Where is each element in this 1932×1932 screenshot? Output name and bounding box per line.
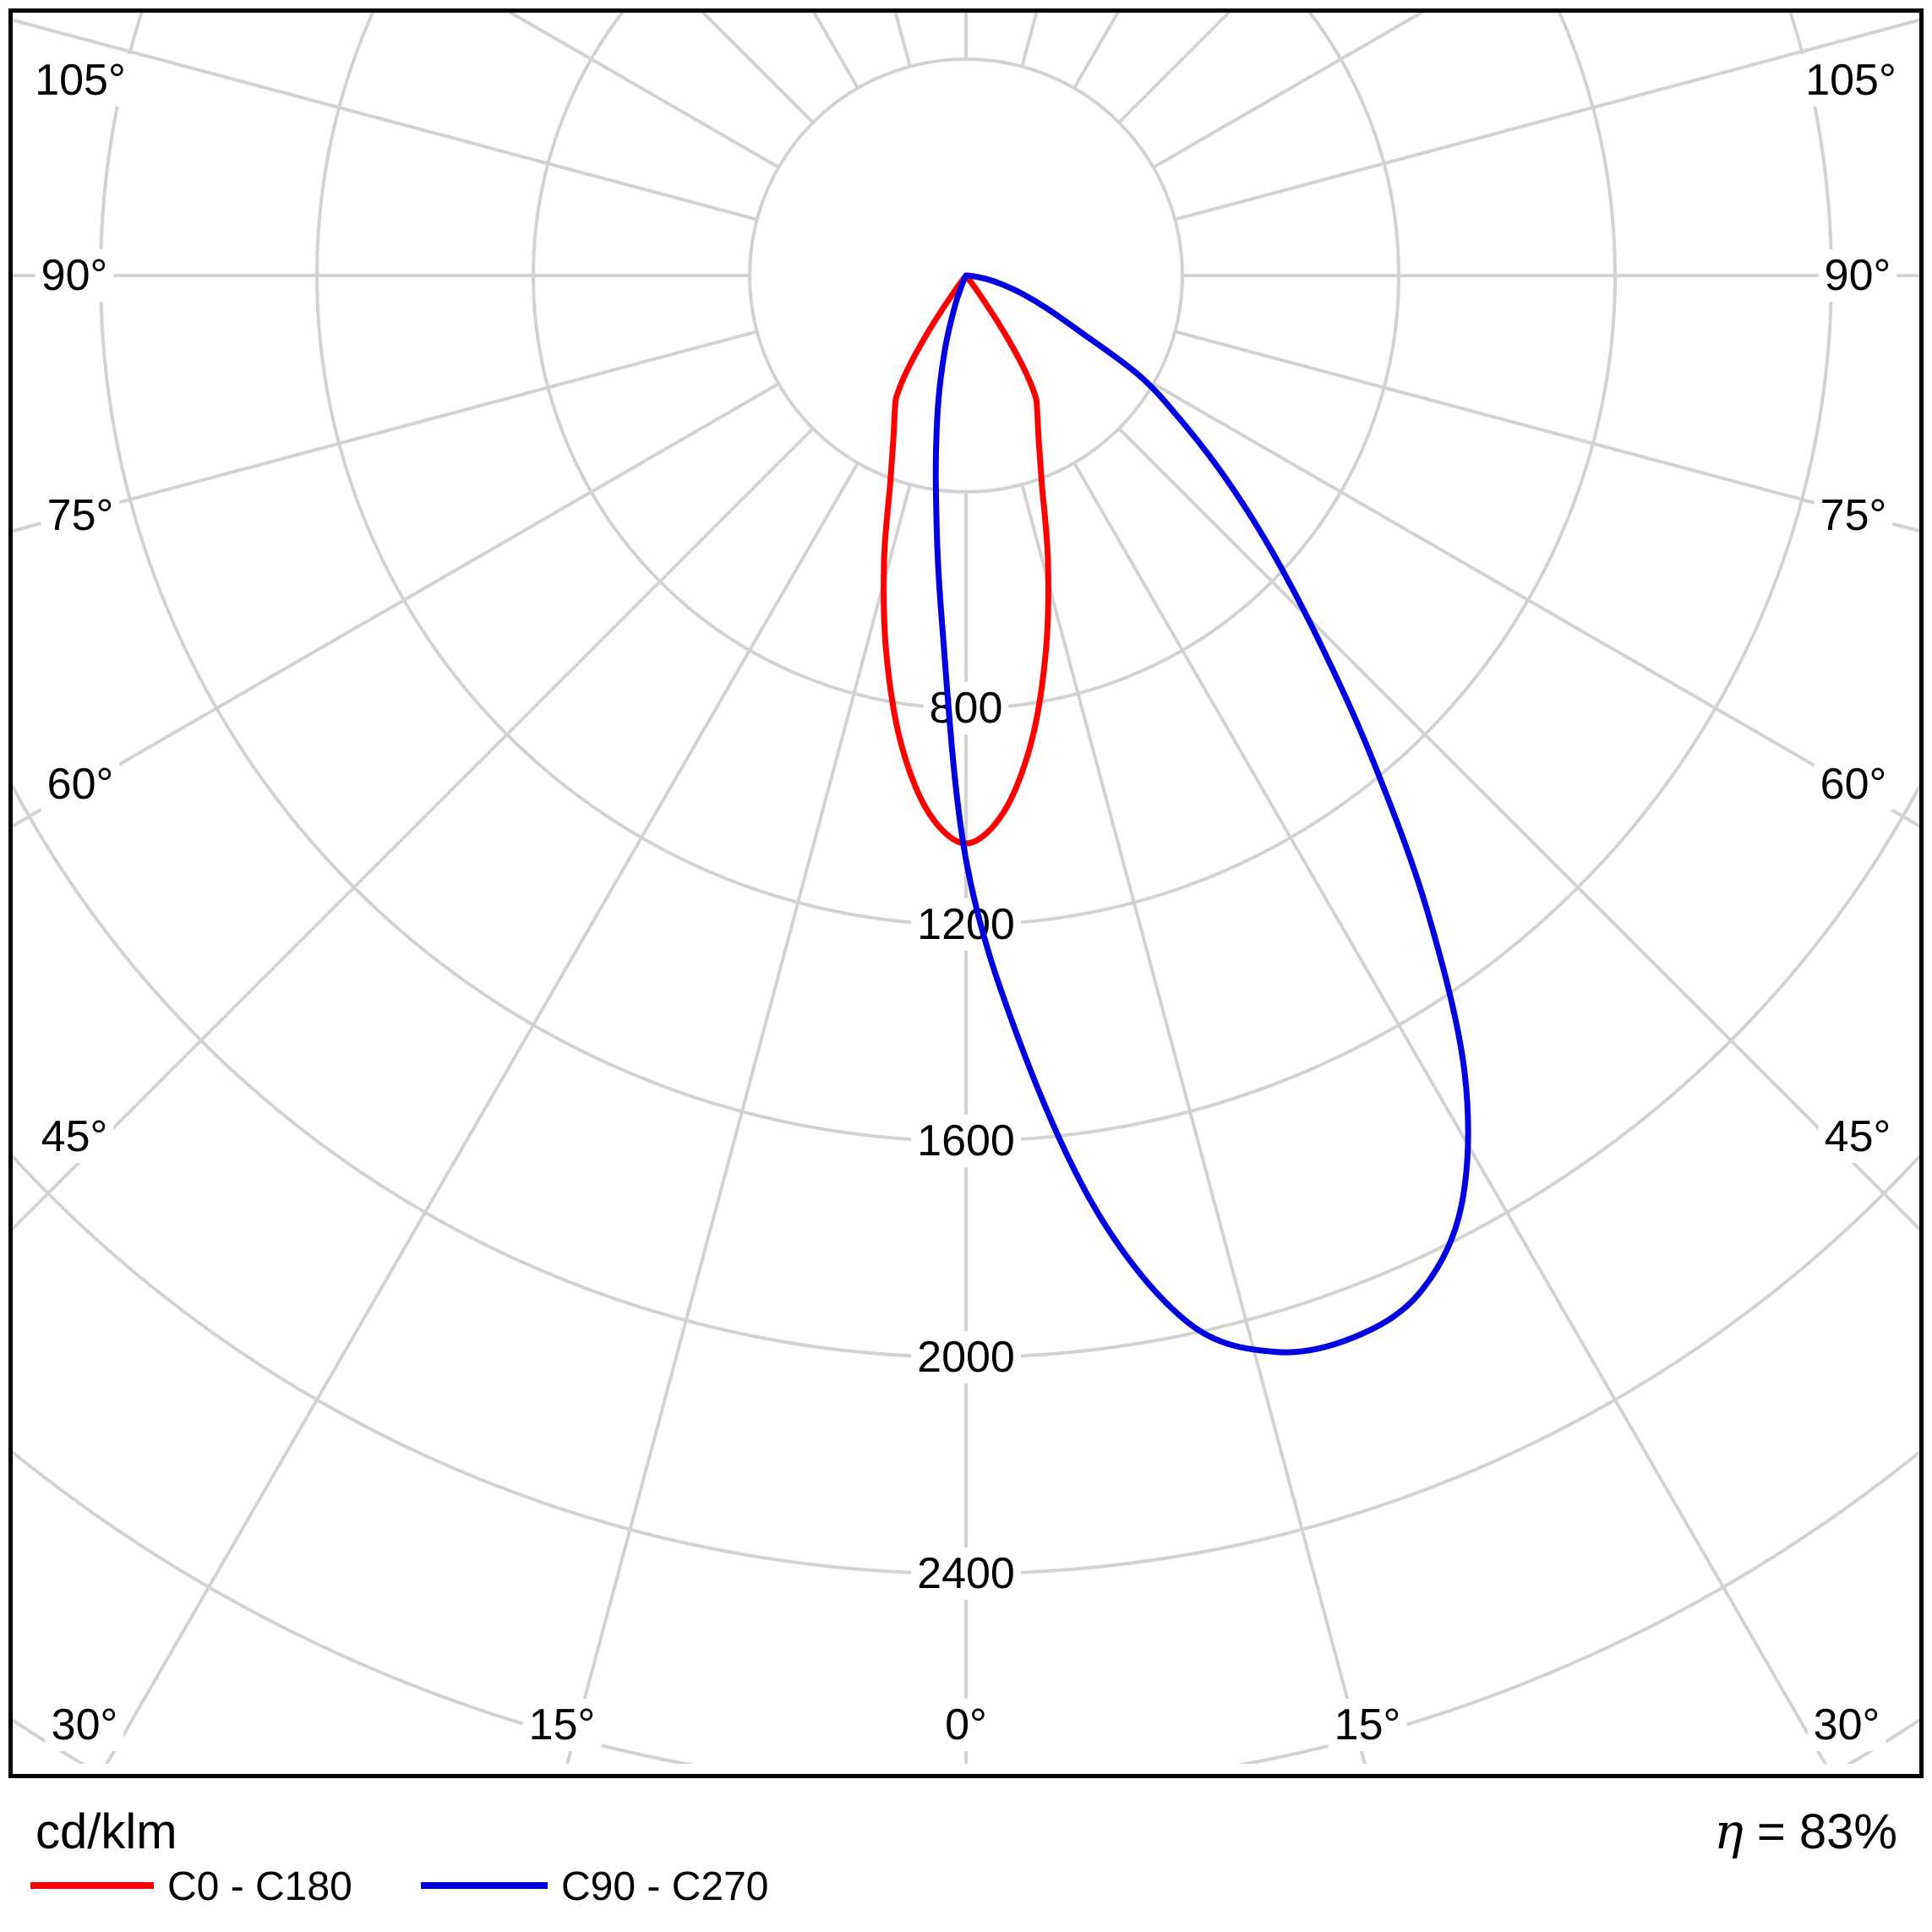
grid-spoke--105	[13, 18, 758, 221]
angle-label-2: 75°	[47, 491, 114, 540]
angle-label-8: 60°	[1820, 760, 1887, 809]
legend-label-c90-c270: C90 - C270	[561, 1864, 768, 1909]
angle-label-11: 15°	[529, 1700, 596, 1749]
radial-label-800: 800	[930, 684, 1003, 733]
efficiency-label: η = 83%	[1714, 1803, 1897, 1860]
angle-label-1-bg	[35, 249, 114, 302]
radial-label-800-bg	[923, 682, 1009, 734]
grid-spoke--75	[13, 330, 758, 533]
angle-label-9-bg	[1818, 1111, 1897, 1163]
radial-label-2000: 2000	[917, 1333, 1015, 1382]
distribution-curves	[881, 272, 1471, 1356]
radial-label-1600: 1600	[917, 1116, 1015, 1165]
angle-label-9: 45°	[1825, 1112, 1891, 1161]
angle-label-3-bg	[41, 758, 120, 810]
radial-label-2400: 2400	[917, 1549, 1015, 1598]
angle-label-0: 105°	[35, 56, 126, 105]
grid-labels: 105° 90° 75° 60° 45° 105° 90° 75° 60° 45° 30° 15° 0°…	[29, 54, 1902, 1751]
angle-label-3: 60°	[47, 760, 114, 809]
angle-label-10-bg	[45, 1699, 124, 1751]
angle-label-10: 30°	[52, 1700, 118, 1749]
grid-spoke--45	[13, 427, 815, 1231]
grid-spoke-45	[1117, 427, 1919, 1231]
radial-label-2000-bg	[911, 1331, 1021, 1384]
radial-label-1200-bg	[911, 898, 1021, 951]
grid-spoke--15	[565, 483, 912, 1764]
radial-label-1200: 1200	[917, 900, 1015, 949]
angle-label-5-bg	[1799, 54, 1902, 106]
angle-label-13: 15°	[1334, 1700, 1401, 1749]
angle-label-14-bg	[1807, 1699, 1886, 1751]
units-label: cd/klm	[35, 1804, 177, 1859]
grid-spoke--30	[104, 461, 860, 1764]
angle-label-4: 45°	[41, 1112, 108, 1161]
grid-spoke-105	[1174, 18, 1919, 221]
grid-spoke-60	[1152, 382, 1919, 828]
angle-label-1: 90°	[41, 251, 108, 300]
angle-label-6: 90°	[1825, 251, 1891, 300]
grid-spoke-30	[1072, 461, 1828, 1764]
angle-label-7: 75°	[1820, 491, 1887, 540]
angle-label-13-bg	[1328, 1699, 1407, 1751]
angle-label-5: 105°	[1805, 56, 1897, 105]
radial-label-2400-bg	[911, 1547, 1021, 1600]
plot-border	[8, 8, 1924, 1778]
radial-label-1600-bg	[911, 1115, 1021, 1167]
angle-label-12-bg	[939, 1699, 993, 1751]
angle-label-4-bg	[35, 1111, 114, 1163]
legend: C0 - C180 C90 - C270	[30, 1864, 768, 1909]
angle-label-7-bg	[1814, 489, 1893, 542]
angle-label-8-bg	[1814, 758, 1893, 810]
angle-label-0-bg	[29, 54, 132, 106]
grid-spoke--60	[13, 382, 780, 828]
angle-label-2-bg	[41, 489, 120, 542]
angle-label-11-bg	[522, 1699, 602, 1751]
legend-label-c0-c180: C0 - C180	[167, 1864, 352, 1909]
angle-label-6-bg	[1818, 249, 1897, 302]
angle-label-12: 0°	[945, 1700, 987, 1749]
angle-label-14: 30°	[1814, 1700, 1880, 1749]
grid-spoke-15	[1020, 483, 1367, 1764]
grid-spoke-75	[1174, 330, 1919, 533]
curve-c90-c270	[932, 272, 1471, 1356]
